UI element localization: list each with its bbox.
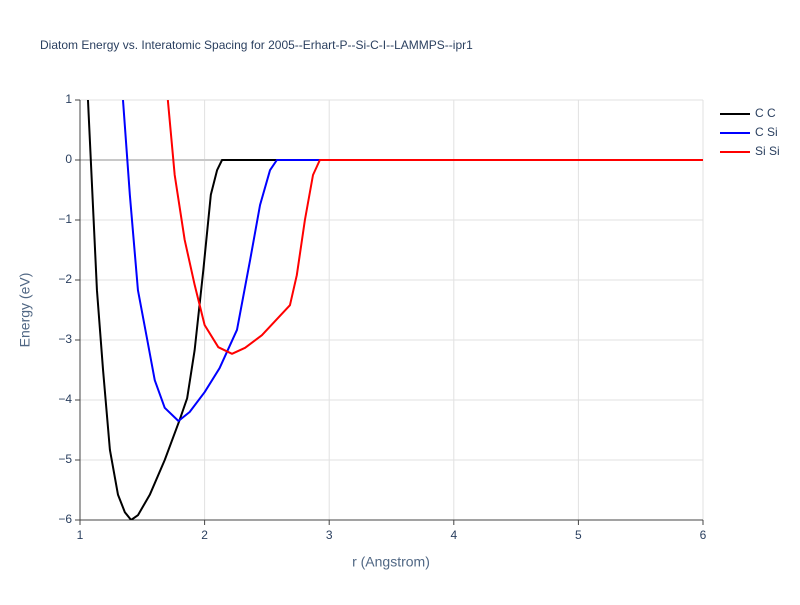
x-axis-title: r (Angstrom) <box>352 554 430 570</box>
y-tick-label: −5 <box>58 452 72 466</box>
x-tick-label: 4 <box>450 528 457 542</box>
legend-label: Si Si <box>755 144 780 158</box>
legend-label: C Si <box>755 125 778 139</box>
y-tick-label: −3 <box>58 332 72 346</box>
y-tick-label: 1 <box>65 92 72 106</box>
x-tick-label: 5 <box>575 528 582 542</box>
y-axis-title: Energy (eV) <box>17 273 33 348</box>
chart-title: Diatom Energy vs. Interatomic Spacing fo… <box>40 38 473 52</box>
y-tick-label: −1 <box>58 212 72 226</box>
plot-area <box>86 100 703 520</box>
y-tick-label: −6 <box>58 512 72 526</box>
line-series <box>166 100 703 355</box>
x-tick-label: 1 <box>77 528 84 542</box>
legend-label: C C <box>755 106 776 120</box>
x-tick-label: 6 <box>700 528 707 542</box>
line-series <box>121 100 703 422</box>
y-tick-label: 0 <box>65 152 72 166</box>
x-tick-label: 3 <box>326 528 333 542</box>
y-tick-label: −4 <box>58 392 72 406</box>
line-series <box>86 100 703 520</box>
x-tick-label: 2 <box>201 528 208 542</box>
y-tick-label: −2 <box>58 272 72 286</box>
